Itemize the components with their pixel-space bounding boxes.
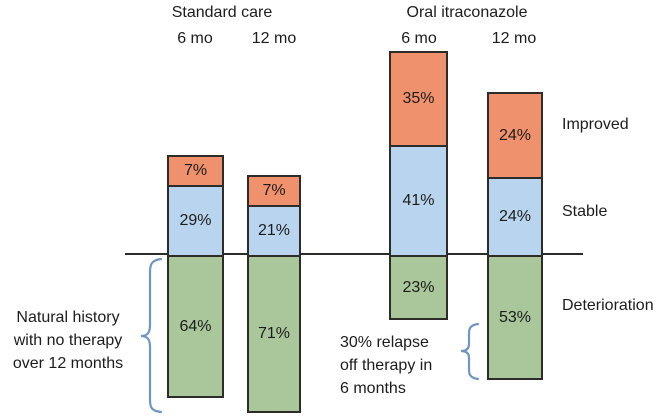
- bar-standard-6mo-stable-segment: 29%: [167, 185, 224, 257]
- segment-value: 7%: [183, 162, 208, 179]
- legend-improved-label: Improved: [562, 116, 629, 133]
- bar-oral-12mo-deterioration-segment: 53%: [487, 255, 543, 380]
- annotation-line: 6 months: [340, 380, 406, 397]
- bar-standard-12mo: 7% 21% 71%: [247, 175, 301, 413]
- bar-oral-6mo-deterioration-segment: 23%: [389, 255, 448, 320]
- bar-oral-6mo-stable-segment: 41%: [389, 145, 448, 257]
- annotation-line: off therapy in: [340, 357, 433, 374]
- legend-deterioration-label: Deterioration: [562, 297, 654, 314]
- annotation-line: with no therapy: [13, 332, 123, 349]
- column-label-oral-12mo: 12 mo: [491, 30, 537, 47]
- group-label-standard-care: Standard care: [171, 4, 273, 21]
- annotation-natural-history: Natural history with no therapy over 12 …: [2, 306, 134, 375]
- bar-standard-12mo-stable-segment: 21%: [247, 205, 301, 257]
- segment-value: 41%: [402, 192, 435, 209]
- bar-standard-6mo-improved-segment: 7%: [167, 155, 224, 187]
- left-curly-brace-icon: [140, 257, 163, 414]
- bar-oral-6mo: 35% 41% 23%: [389, 51, 448, 320]
- segment-value: 35%: [402, 90, 435, 107]
- segment-value: 23%: [402, 278, 435, 296]
- axis-baseline: [125, 253, 583, 255]
- segment-value: 24%: [498, 126, 532, 144]
- column-label-standard-12mo: 12 mo: [251, 30, 297, 47]
- segment-value: 24%: [498, 208, 532, 225]
- bar-oral-12mo: 24% 24% 53%: [487, 92, 543, 380]
- segment-value: 21%: [257, 222, 291, 239]
- bar-standard-6mo: 7% 29% 64%: [167, 155, 224, 398]
- segment-value: 29%: [179, 212, 212, 229]
- segment-value: 64%: [179, 317, 212, 335]
- segment-value: 53%: [498, 308, 532, 326]
- segment-value: 71%: [257, 325, 291, 342]
- annotation-line: Natural history: [16, 309, 120, 326]
- bar-oral-12mo-improved-segment: 24%: [487, 92, 543, 179]
- column-label-oral-6mo: 6 mo: [401, 30, 437, 47]
- bar-standard-12mo-deterioration-segment: 71%: [247, 255, 301, 413]
- bar-standard-6mo-deterioration-segment: 64%: [167, 255, 224, 398]
- segment-value: 7%: [262, 182, 286, 199]
- bar-standard-12mo-improved-segment: 7%: [247, 175, 301, 207]
- column-label-standard-6mo: 6 mo: [177, 30, 213, 47]
- annotation-line: 30% relapse: [340, 334, 429, 351]
- bar-oral-12mo-stable-segment: 24%: [487, 177, 543, 257]
- annotation-relapse: 30% relapse off therapy in 6 months: [340, 331, 480, 400]
- legend-stable-label: Stable: [562, 203, 608, 220]
- group-label-oral-itraconazole: Oral itraconazole: [406, 4, 528, 21]
- bar-oral-6mo-improved-segment: 35%: [389, 51, 448, 147]
- annotation-line: over 12 months: [12, 355, 124, 372]
